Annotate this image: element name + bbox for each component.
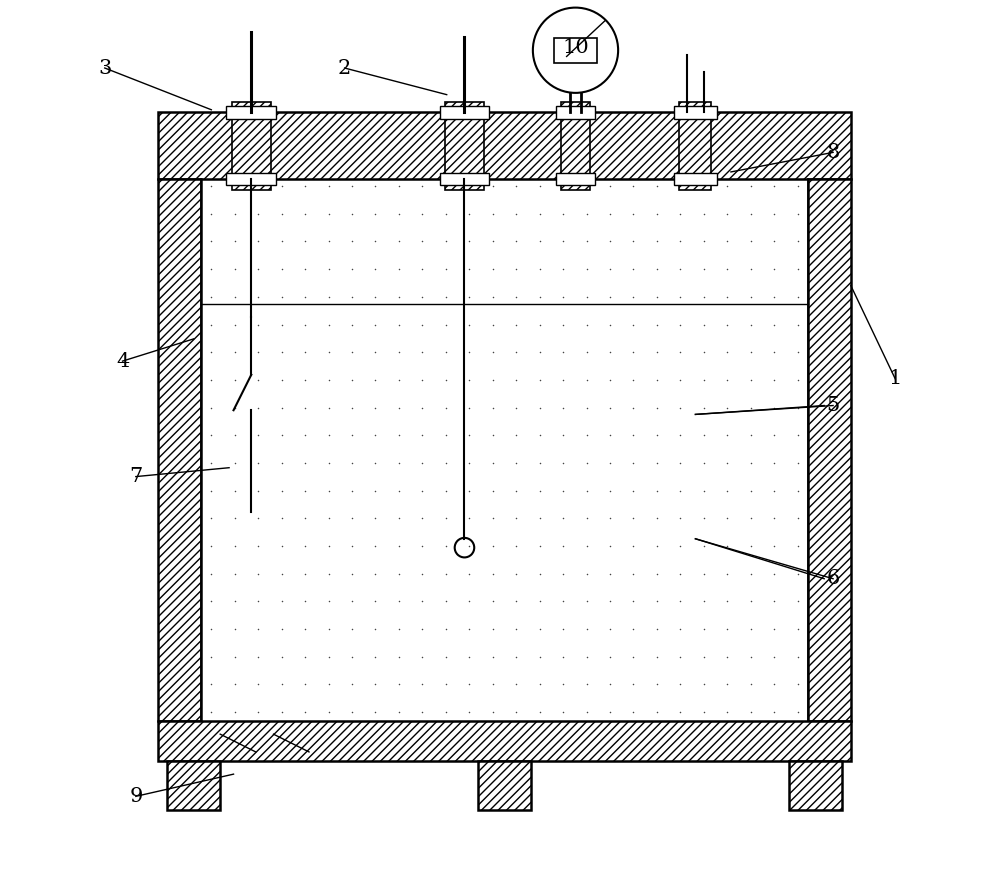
- Text: 3: 3: [98, 59, 111, 78]
- Text: 6: 6: [826, 569, 840, 588]
- Text: 7: 7: [129, 467, 142, 486]
- Bar: [226, 173, 276, 185]
- Bar: [789, 761, 842, 810]
- Bar: [556, 173, 595, 185]
- Bar: [556, 106, 595, 119]
- Text: 5: 5: [826, 396, 840, 415]
- Bar: [167, 761, 220, 810]
- Bar: [808, 179, 851, 721]
- Bar: [158, 179, 201, 721]
- Text: 10: 10: [562, 38, 589, 57]
- Bar: [226, 106, 276, 119]
- Text: 8: 8: [826, 143, 840, 162]
- Text: 9: 9: [129, 787, 143, 805]
- Bar: [158, 721, 851, 761]
- Bar: [478, 761, 531, 810]
- Circle shape: [533, 8, 618, 93]
- Text: 1: 1: [889, 370, 902, 388]
- Bar: [445, 102, 484, 190]
- Bar: [554, 37, 597, 62]
- Bar: [232, 102, 271, 190]
- Text: 4: 4: [116, 352, 129, 371]
- Bar: [440, 173, 489, 185]
- Bar: [679, 102, 711, 190]
- Bar: [440, 106, 489, 119]
- Bar: [674, 106, 717, 119]
- Bar: [561, 102, 590, 190]
- Text: 2: 2: [338, 59, 351, 78]
- Bar: [674, 173, 717, 185]
- Bar: [158, 112, 851, 179]
